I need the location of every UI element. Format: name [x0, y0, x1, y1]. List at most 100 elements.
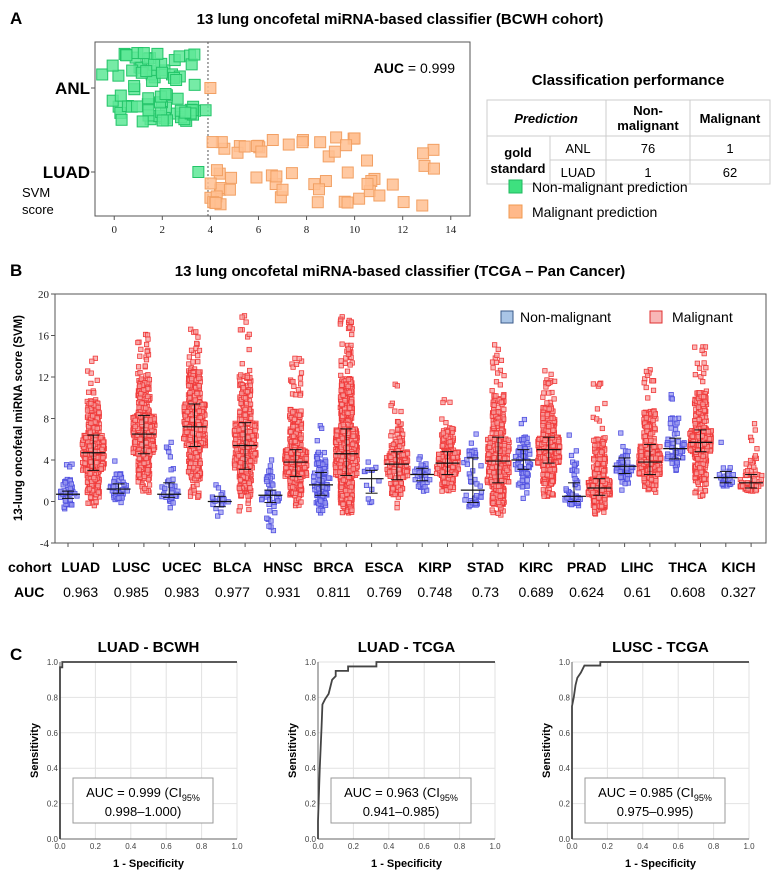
data-point-lusc-nonmalignant: [112, 458, 118, 464]
data-point-stad-nonmalignant: [474, 493, 480, 499]
data-point-luad-malignant: [100, 455, 106, 461]
data-point-anl: [106, 59, 119, 72]
data-point-luad-malignant: [89, 358, 95, 364]
data-point-lusc-malignant: [130, 449, 136, 456]
data-point-hnsc-nonmalignant: [266, 523, 272, 529]
data-point-blca-malignant: [232, 427, 238, 434]
data-point-ucec-malignant: [189, 376, 195, 382]
data-point-ucec-malignant: [199, 402, 205, 408]
data-point-brca-nonmalignant: [320, 461, 326, 467]
data-point-esca-nonmalignant: [365, 496, 371, 502]
data-point-blca-malignant: [242, 412, 248, 418]
data-point-anl: [199, 104, 212, 117]
data-point-lusc-malignant: [150, 443, 156, 449]
data-point-brca-malignant: [338, 387, 344, 394]
data-point-luad: [285, 167, 298, 180]
data-point-kirp-malignant: [449, 425, 455, 432]
data-point-lusc-nonmalignant: [112, 489, 119, 496]
data-point-anl: [170, 74, 183, 87]
data-point-lusc-malignant: [136, 472, 142, 478]
data-point-luad-malignant: [88, 459, 94, 465]
data-point-blca-malignant: [244, 389, 251, 395]
data-point-blca-malignant: [247, 367, 253, 374]
data-point-anl: [151, 47, 164, 60]
standard-label: standard: [491, 161, 546, 176]
data-point-ucec-malignant: [195, 334, 201, 340]
data-point-stad-nonmalignant: [472, 476, 478, 483]
data-point-ucec-nonmalignant: [170, 476, 176, 482]
data-point-esca-malignant: [398, 408, 404, 415]
data-point-brca-nonmalignant: [316, 467, 322, 473]
data-point-luad: [341, 166, 354, 179]
data-point-luad: [361, 177, 374, 190]
data-point-brca-malignant: [345, 346, 352, 352]
data-point-blca-malignant: [239, 390, 245, 397]
data-point-kirp-nonmalignant: [412, 468, 418, 474]
data-point-stad-malignant: [495, 346, 501, 352]
data-point-brca-malignant: [345, 376, 352, 383]
data-point-brca-malignant: [349, 441, 356, 447]
row-label-anl: ANL: [55, 79, 90, 98]
data-point-kirp-nonmalignant: [418, 462, 424, 468]
data-point-blca-malignant: [246, 346, 252, 353]
data-point-ucec-malignant: [190, 359, 196, 365]
data-point-esca-malignant: [387, 473, 393, 479]
data-point-luad-malignant: [91, 475, 97, 481]
data-point-luad-nonmalignant: [69, 502, 75, 508]
data-point-luad: [386, 178, 399, 191]
data-point-ucec-malignant: [187, 454, 194, 460]
data-point-luad-nonmalignant: [62, 480, 68, 486]
data-point-brca-malignant: [343, 487, 349, 494]
data-point-ucec-malignant: [186, 354, 192, 360]
table-title: Classification performance: [532, 72, 725, 89]
data-point-esca-nonmalignant: [376, 478, 382, 484]
data-point-brca-nonmalignant: [322, 500, 328, 506]
data-point-luad: [311, 196, 324, 209]
data-point-ucec-nonmalignant: [162, 485, 168, 491]
data-point-luad-nonmalignant: [62, 498, 68, 504]
data-point-ucec-nonmalignant: [166, 477, 172, 483]
data-point-brca-malignant: [347, 324, 353, 330]
col-header-nonmalignant-1: Non-: [633, 103, 663, 118]
data-point-blca-malignant: [245, 493, 251, 499]
data-point-blca-malignant: [247, 485, 253, 491]
data-point-kirp-malignant: [440, 430, 447, 436]
data-point-kirp-malignant: [443, 420, 449, 426]
score-label: score: [22, 202, 54, 217]
data-point-ucec-malignant: [181, 404, 187, 410]
data-point-luad-nonmalignant: [72, 490, 78, 497]
data-point-blca-malignant: [245, 434, 251, 440]
data-point-luad-malignant: [94, 460, 100, 466]
data-point-esca-malignant: [400, 474, 406, 480]
data-point-luad-malignant: [86, 486, 93, 492]
data-point-esca-malignant: [388, 433, 394, 439]
data-point-esca-malignant: [391, 469, 397, 475]
data-point-brca-nonmalignant: [316, 507, 322, 513]
data-point-anl: [171, 92, 184, 105]
data-point-ucec-malignant: [196, 383, 202, 389]
data-point-hnsc-malignant: [296, 355, 302, 362]
data-point-brca-malignant: [340, 422, 346, 428]
data-point-luad-malignant: [92, 355, 98, 361]
data-point-brca-malignant: [339, 493, 346, 499]
data-point-blca-malignant: [252, 451, 258, 457]
data-point-esca-malignant: [394, 383, 400, 389]
data-point-hnsc-nonmalignant: [264, 478, 270, 485]
data-point-blca-malignant: [239, 314, 245, 320]
data-point-luad-malignant: [88, 380, 94, 386]
data-point-luad-malignant: [91, 390, 97, 396]
data-point-lusc-malignant: [146, 482, 153, 488]
data-point-anl: [140, 65, 153, 78]
data-point-ucec-malignant: [193, 329, 199, 335]
data-point-blca-nonmalignant: [215, 513, 221, 519]
data-point-esca-malignant: [388, 454, 394, 460]
data-point-stad-nonmalignant: [477, 483, 483, 489]
data-point-anl: [173, 50, 186, 63]
data-point-brca-nonmalignant: [311, 473, 317, 479]
data-point-esca-malignant: [397, 443, 403, 449]
cell-anl-nonmalignant: 76: [641, 141, 655, 156]
data-point-blca-malignant: [236, 485, 242, 492]
data-point-hnsc-malignant: [292, 392, 299, 398]
data-point-lusc-malignant: [141, 473, 147, 480]
